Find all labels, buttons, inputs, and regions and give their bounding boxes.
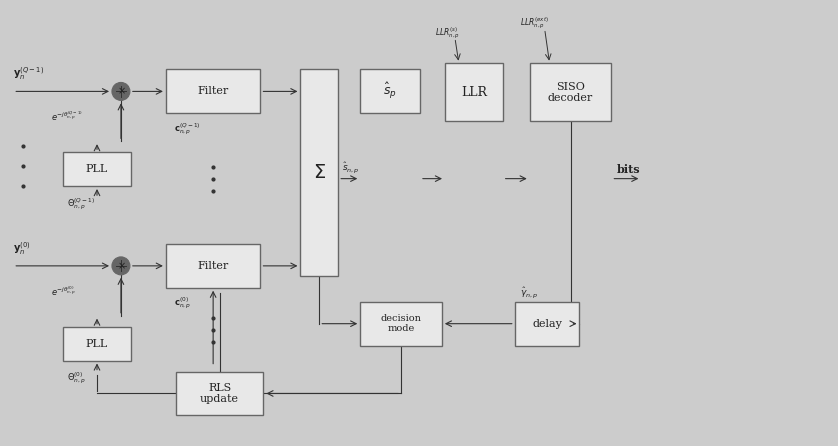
Text: $\mathbf{y}_n^{(Q-1)}$: $\mathbf{y}_n^{(Q-1)}$ [13,66,44,83]
Bar [63,152,131,186]
Text: $LLR_{n,p}^{(ext)}$: $LLR_{n,p}^{(ext)}$ [520,16,548,31]
Bar [63,326,131,360]
Text: PLL: PLL [85,164,108,174]
Text: SISO
decoder: SISO decoder [548,82,593,103]
Bar [515,302,580,346]
Bar [166,70,261,113]
Bar [360,70,420,113]
Text: RLS
update: RLS update [200,383,239,404]
Text: $\times$: $\times$ [116,86,126,97]
Text: $LLR_{n,p}^{(s)}$: $LLR_{n,p}^{(s)}$ [435,25,460,41]
Bar [530,63,612,121]
Text: delay: delay [532,319,562,329]
Text: $e^{-j\theta_{n,p}^{(0)}}$: $e^{-j\theta_{n,p}^{(0)}}$ [51,285,76,298]
Text: $\mathbf{y}_n^{(0)}$: $\mathbf{y}_n^{(0)}$ [13,240,31,257]
Text: $\hat{\gamma}_{n,p}$: $\hat{\gamma}_{n,p}$ [520,285,538,300]
Bar [445,63,503,121]
Bar [166,244,261,288]
Bar [300,70,339,276]
Text: $\hat{s}_p$: $\hat{s}_p$ [383,81,397,101]
Text: $\Sigma$: $\Sigma$ [313,164,326,182]
Bar [176,372,263,415]
Circle shape [112,83,130,100]
Text: $\hat{s}_{n,p}$: $\hat{s}_{n,p}$ [342,161,360,175]
Text: Filter: Filter [198,87,229,96]
Text: $\Theta_{n,p}^{(Q-1)}$: $\Theta_{n,p}^{(Q-1)}$ [67,196,96,211]
Text: $e^{-j\theta_{n,p}^{(Q-1)}}$: $e^{-j\theta_{n,p}^{(Q-1)}}$ [51,110,83,123]
Bar [360,302,442,346]
Circle shape [112,257,130,275]
Text: bits: bits [617,164,640,175]
Text: $\times$: $\times$ [116,261,126,271]
Text: decision
mode: decision mode [380,314,422,334]
Text: PLL: PLL [85,339,108,349]
Text: Filter: Filter [198,261,229,271]
Text: $\mathbf{c}_{n,p}^{(0)}$: $\mathbf{c}_{n,p}^{(0)}$ [173,296,191,311]
Text: LLR: LLR [461,86,487,99]
Text: $\Theta_{n,p}^{(0)}$: $\Theta_{n,p}^{(0)}$ [67,371,86,386]
Text: $\mathbf{c}_{n,p}^{(Q-1)}$: $\mathbf{c}_{n,p}^{(Q-1)}$ [173,121,200,137]
